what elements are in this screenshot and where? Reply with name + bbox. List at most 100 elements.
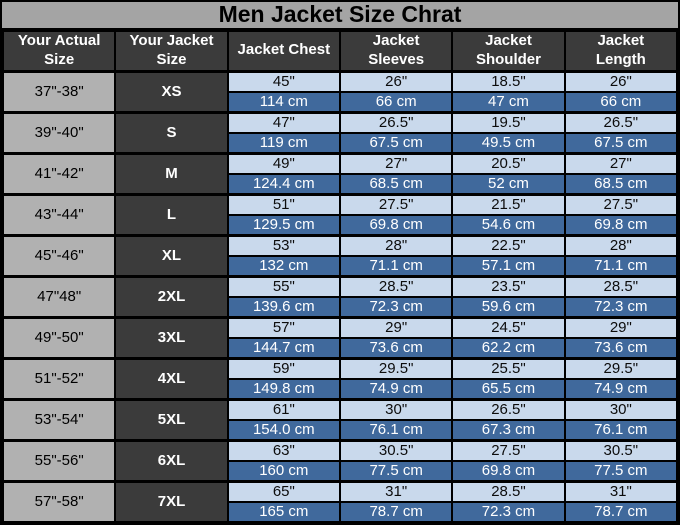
measurement-inches-cell: 28.5"	[338, 274, 454, 298]
measurement-cm-cell: 74.9 cm	[563, 377, 679, 400]
measurement-cm-cell: 160 cm	[226, 459, 341, 482]
jacket-size-cell: 5XL	[114, 397, 229, 441]
size-row-inches: 55"-56" 6XL 63" 30.5" 27.5" 30.5"	[1, 438, 679, 482]
measurement-inches-cell: 63"	[226, 438, 341, 462]
measurement-cm-cell: 62.2 cm	[451, 336, 566, 359]
measurement-cm-cell: 57.1 cm	[451, 254, 566, 277]
chart-title: Men Jacket Size Chrat	[2, 2, 678, 30]
measurement-inches-cell: 31"	[338, 479, 454, 503]
measurement-cm-cell: 76.1 cm	[563, 418, 679, 441]
measurement-inches-cell: 18.5"	[451, 69, 566, 93]
measurement-cm-cell: 71.1 cm	[563, 254, 679, 277]
actual-size-cell: 51"-52"	[1, 356, 117, 400]
measurement-inches-cell: 30"	[338, 397, 454, 421]
column-header-actual-size: Your Actual Size	[1, 30, 117, 72]
measurement-cm-cell: 66 cm	[338, 90, 454, 113]
jacket-size-cell: 4XL	[114, 356, 229, 400]
measurement-inches-cell: 27.5"	[338, 192, 454, 216]
measurement-cm-cell: 78.7 cm	[563, 500, 679, 523]
measurement-cm-cell: 67.3 cm	[451, 418, 566, 441]
measurement-inches-cell: 30"	[563, 397, 679, 421]
measurement-cm-cell: 68.5 cm	[338, 172, 454, 195]
size-row-inches: 53"-54" 5XL 61" 30" 26.5" 30"	[1, 397, 679, 441]
measurement-inches-cell: 26.5"	[451, 397, 566, 421]
measurement-inches-cell: 23.5"	[451, 274, 566, 298]
measurement-cm-cell: 49.5 cm	[451, 131, 566, 154]
measurement-inches-cell: 29"	[338, 315, 454, 339]
measurement-inches-cell: 57"	[226, 315, 341, 339]
measurement-inches-cell: 59"	[226, 356, 341, 380]
size-row-cm: 114 cm 66 cm 47 cm 66 cm	[3, 90, 679, 113]
measurement-cm-cell: 65.5 cm	[451, 377, 566, 400]
column-header-jacket-size: Your Jacket Size	[114, 30, 229, 72]
measurement-cm-cell: 66 cm	[563, 90, 679, 113]
measurement-cm-cell: 52 cm	[451, 172, 566, 195]
measurement-cm-cell: 72.3 cm	[563, 295, 679, 318]
size-table-header: Your Actual Size Your Jacket Size Jacket…	[1, 30, 679, 72]
actual-size-cell: 53"-54"	[1, 397, 117, 441]
size-row-cm: 165 cm 78.7 cm 72.3 cm 78.7 cm	[3, 500, 679, 523]
measurement-inches-cell: 49"	[226, 151, 341, 175]
measurement-inches-cell: 29.5"	[563, 356, 679, 380]
measurement-inches-cell: 25.5"	[451, 356, 566, 380]
size-row-inches: 43"-44" L 51" 27.5" 21.5" 27.5"	[1, 192, 679, 236]
measurement-cm-cell: 114 cm	[226, 90, 341, 113]
measurement-cm-cell: 119 cm	[226, 131, 341, 154]
measurement-cm-cell: 67.5 cm	[563, 131, 679, 154]
actual-size-cell: 55"-56"	[1, 438, 117, 482]
measurement-inches-cell: 55"	[226, 274, 341, 298]
measurement-cm-cell: 132 cm	[226, 254, 341, 277]
measurement-cm-cell: 47 cm	[451, 90, 566, 113]
actual-size-cell: 39"-40"	[1, 110, 117, 154]
measurement-inches-cell: 29.5"	[338, 356, 454, 380]
actual-size-cell: 41"-42"	[1, 151, 117, 195]
measurement-cm-cell: 54.6 cm	[451, 213, 566, 236]
measurement-cm-cell: 73.6 cm	[338, 336, 454, 359]
measurement-cm-cell: 71.1 cm	[338, 254, 454, 277]
size-row-inches: 45"-46" XL 53" 28" 22.5" 28"	[1, 233, 679, 277]
measurement-inches-cell: 27.5"	[563, 192, 679, 216]
size-row-cm: 160 cm 77.5 cm 69.8 cm 77.5 cm	[3, 459, 679, 482]
measurement-cm-cell: 154.0 cm	[226, 418, 341, 441]
size-table-body: 37"-38" XS 45" 26" 18.5" 26" 114 cm 66 cm 47 cm 6…	[1, 69, 679, 523]
size-row-inches: 57"-58" 7XL 65" 31" 28.5" 31"	[1, 479, 679, 523]
measurement-cm-cell: 144.7 cm	[226, 336, 341, 359]
size-row-cm: 139.6 cm 72.3 cm 59.6 cm 72.3 cm	[3, 295, 679, 318]
jacket-size-cell: 7XL	[114, 479, 229, 523]
measurement-cm-cell: 72.3 cm	[338, 295, 454, 318]
measurement-inches-cell: 27"	[338, 151, 454, 175]
measurement-inches-cell: 53"	[226, 233, 341, 257]
actual-size-cell: 45"-46"	[1, 233, 117, 277]
measurement-cm-cell: 69.8 cm	[563, 213, 679, 236]
measurement-cm-cell: 129.5 cm	[226, 213, 341, 236]
measurement-inches-cell: 27.5"	[451, 438, 566, 462]
measurement-cm-cell: 59.6 cm	[451, 295, 566, 318]
measurement-cm-cell: 77.5 cm	[563, 459, 679, 482]
measurement-inches-cell: 26"	[338, 69, 454, 93]
actual-size-cell: 57"-58"	[1, 479, 117, 523]
jacket-size-cell: 3XL	[114, 315, 229, 359]
measurement-inches-cell: 21.5"	[451, 192, 566, 216]
measurement-cm-cell: 124.4 cm	[226, 172, 341, 195]
size-row-cm: 144.7 cm 73.6 cm 62.2 cm 73.6 cm	[3, 336, 679, 359]
measurement-inches-cell: 47"	[226, 110, 341, 134]
jacket-size-cell: 2XL	[114, 274, 229, 318]
measurement-cm-cell: 78.7 cm	[338, 500, 454, 523]
actual-size-cell: 43"-44"	[1, 192, 117, 236]
actual-size-cell: 47"48"	[1, 274, 117, 318]
actual-size-cell: 49"-50"	[1, 315, 117, 359]
measurement-inches-cell: 31"	[563, 479, 679, 503]
column-header-jacket-length: Jacket Length	[563, 30, 679, 72]
size-row-inches: 51"-52" 4XL 59" 29.5" 25.5" 29.5"	[1, 356, 679, 400]
measurement-cm-cell: 67.5 cm	[338, 131, 454, 154]
size-row-inches: 47"48" 2XL 55" 28.5" 23.5" 28.5"	[1, 274, 679, 318]
jacket-size-cell: M	[114, 151, 229, 195]
size-row-inches: 49"-50" 3XL 57" 29" 24.5" 29"	[1, 315, 679, 359]
column-header-jacket-chest: Jacket Chest	[226, 30, 341, 72]
measurement-inches-cell: 27"	[563, 151, 679, 175]
measurement-inches-cell: 26"	[563, 69, 679, 93]
measurement-cm-cell: 68.5 cm	[563, 172, 679, 195]
column-header-jacket-sleeves: Jacket Sleeves	[338, 30, 454, 72]
measurement-inches-cell: 26.5"	[338, 110, 454, 134]
